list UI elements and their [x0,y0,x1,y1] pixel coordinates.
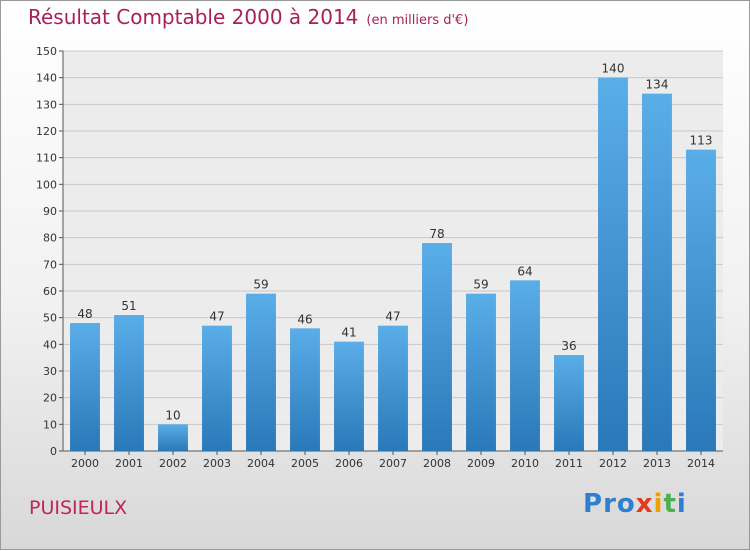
y-tick-label: 130 [36,98,57,111]
logo-letter: x [635,489,654,519]
title-text: Résultat Comptable 2000 à 2014 [28,5,359,29]
bar-value-label: 51 [121,299,136,313]
bar [202,325,232,451]
x-tick-label: 2012 [599,457,627,470]
bar [334,341,364,451]
bar-value-label: 36 [561,339,576,353]
bar [70,323,100,451]
y-tick-label: 90 [43,205,57,218]
logo-letter: t [663,489,677,519]
y-tick-label: 150 [36,45,57,58]
bar [246,293,276,451]
x-tick-label: 2014 [687,457,715,470]
bar-value-label: 64 [517,264,532,278]
x-tick-label: 2009 [467,457,495,470]
bar-value-label: 41 [341,326,356,340]
y-tick-label: 140 [36,72,57,85]
proxiti-logo: Proxiti [583,489,687,519]
chart-title: Résultat Comptable 2000 à 2014 (en millie… [28,5,468,29]
logo-letter: i [676,489,687,519]
bar [158,424,188,451]
bar-value-label: 59 [253,278,268,292]
y-tick-label: 0 [50,445,57,458]
bar-value-label: 134 [646,78,669,92]
logo-letter: i [653,489,664,519]
x-tick-label: 2010 [511,457,539,470]
x-tick-label: 2000 [71,457,99,470]
y-tick-label: 120 [36,125,57,138]
commune-name: PUISIEULX [29,497,128,519]
bar [422,243,452,451]
y-tick-label: 100 [36,178,57,191]
x-tick-label: 2006 [335,457,363,470]
bar-value-label: 59 [473,278,488,292]
bar [510,280,540,451]
x-tick-label: 2013 [643,457,671,470]
y-tick-label: 40 [43,338,57,351]
bar-value-label: 78 [429,227,444,241]
bar [554,355,584,451]
logo-letter: P [583,489,604,519]
logo-letter: r [603,489,617,519]
bar [642,93,672,452]
y-tick-label: 50 [43,312,57,325]
bar-value-label: 113 [690,134,713,148]
x-tick-label: 2007 [379,457,407,470]
bar-value-label: 47 [385,310,400,324]
x-tick-label: 2003 [203,457,231,470]
y-tick-label: 110 [36,152,57,165]
x-tick-label: 2011 [555,457,583,470]
bar-value-label: 10 [165,408,180,422]
y-tick-label: 10 [43,418,57,431]
x-tick-label: 2008 [423,457,451,470]
y-tick-label: 30 [43,365,57,378]
x-tick-label: 2001 [115,457,143,470]
bar-value-label: 46 [297,312,312,326]
bar [290,328,320,451]
bar-value-label: 140 [602,62,625,76]
bar [466,293,496,451]
x-tick-label: 2002 [159,457,187,470]
y-tick-label: 70 [43,258,57,271]
x-tick-label: 2004 [247,457,275,470]
bar [686,149,716,451]
bar-value-label: 47 [209,310,224,324]
y-tick-label: 80 [43,232,57,245]
subtitle-text: (en milliers d'€) [366,13,469,28]
x-tick-label: 2005 [291,457,319,470]
bar [114,315,144,451]
logo-letter: o [616,489,636,519]
bar [378,325,408,451]
y-tick-label: 60 [43,285,57,298]
y-tick-label: 20 [43,392,57,405]
bar-value-label: 48 [77,307,92,321]
bar [598,77,628,452]
